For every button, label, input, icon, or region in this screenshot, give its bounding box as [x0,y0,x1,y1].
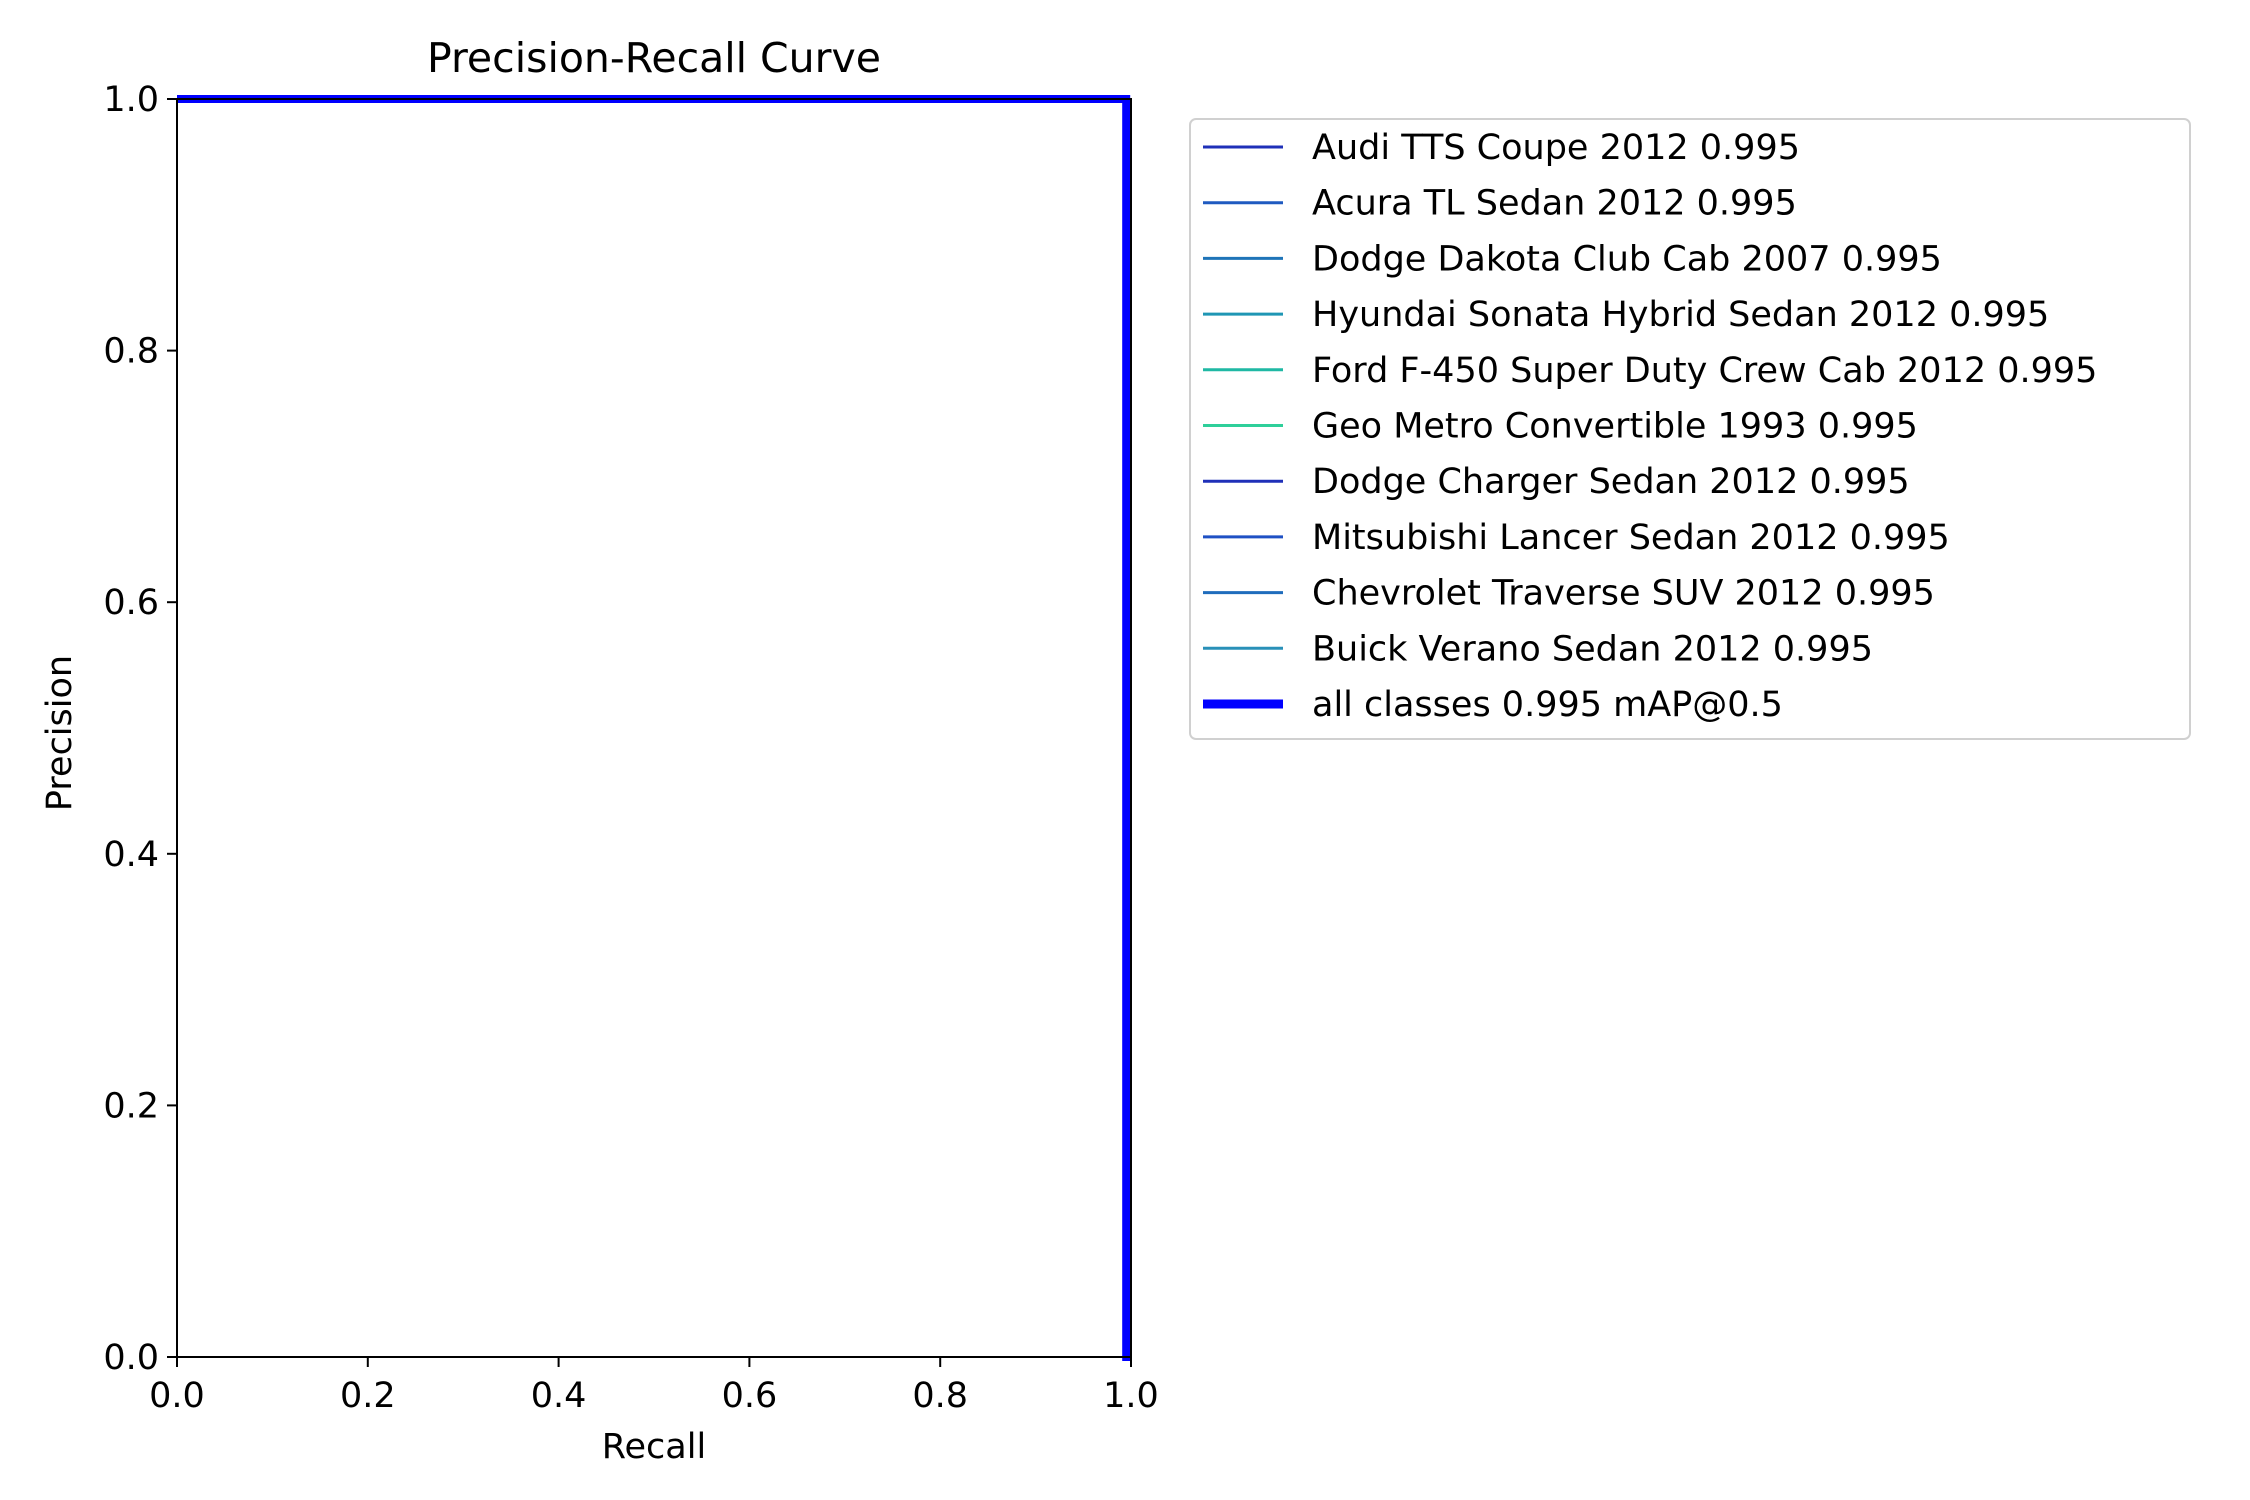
x-tick-label: 0.6 [722,1376,778,1416]
legend: Audi TTS Coupe 2012 0.995 Acura TL Sedan … [1189,118,2191,740]
legend-entry-label: Hyundai Sonata Hybrid Sedan 2012 0.995 [1312,295,2049,335]
axes-frame [176,98,1132,1358]
y-tick-label: 0.6 [103,583,159,623]
legend-entry-label: Mitsubishi Lancer Sedan 2012 0.995 [1312,518,1950,558]
legend-entry-label: Audi TTS Coupe 2012 0.995 [1312,128,1800,168]
x-tick-label: 1.0 [1103,1376,1159,1416]
legend-entry-label: Dodge Charger Sedan 2012 0.995 [1312,462,1910,502]
legend-box [1189,118,2191,740]
chart-title: Precision-Recall Curve [427,34,881,82]
legend-entry-label: Acura TL Sedan 2012 0.995 [1312,184,1797,224]
y-tick-label: 0.0 [103,1338,159,1378]
legend-entry-label: Ford F-450 Super Duty Crew Cab 2012 0.99… [1312,351,2097,391]
x-tick-label: 0.0 [149,1376,205,1416]
x-axis-label: Recall [602,1427,706,1467]
y-tick-label: 0.2 [103,1086,159,1126]
x-tick-label: 0.8 [912,1376,968,1416]
legend-entry-label: Geo Metro Convertible 1993 0.995 [1312,407,1918,447]
x-tick-label: 0.2 [340,1376,396,1416]
legend-entry-label: Chevrolet Traverse SUV 2012 0.995 [1312,574,1935,614]
plot-area: 0.0 0.2 0.4 0.6 0.8 1.0 0.0 0.2 0.4 0.6 0.8 1.0 [103,80,1159,1416]
y-tick-label: 0.8 [103,332,159,372]
legend-entry-label: Dodge Dakota Club Cab 2007 0.995 [1312,239,1942,279]
legend-entry-label: all classes 0.995 mAP@0.5 [1312,685,1783,725]
y-tick-label: 0.4 [103,835,159,875]
legend-entry-label: Buick Verano Sedan 2012 0.995 [1312,629,1873,669]
x-tick-label: 0.4 [531,1376,587,1416]
y-tick-label: 1.0 [103,80,159,120]
y-axis-label: Precision [40,655,80,811]
